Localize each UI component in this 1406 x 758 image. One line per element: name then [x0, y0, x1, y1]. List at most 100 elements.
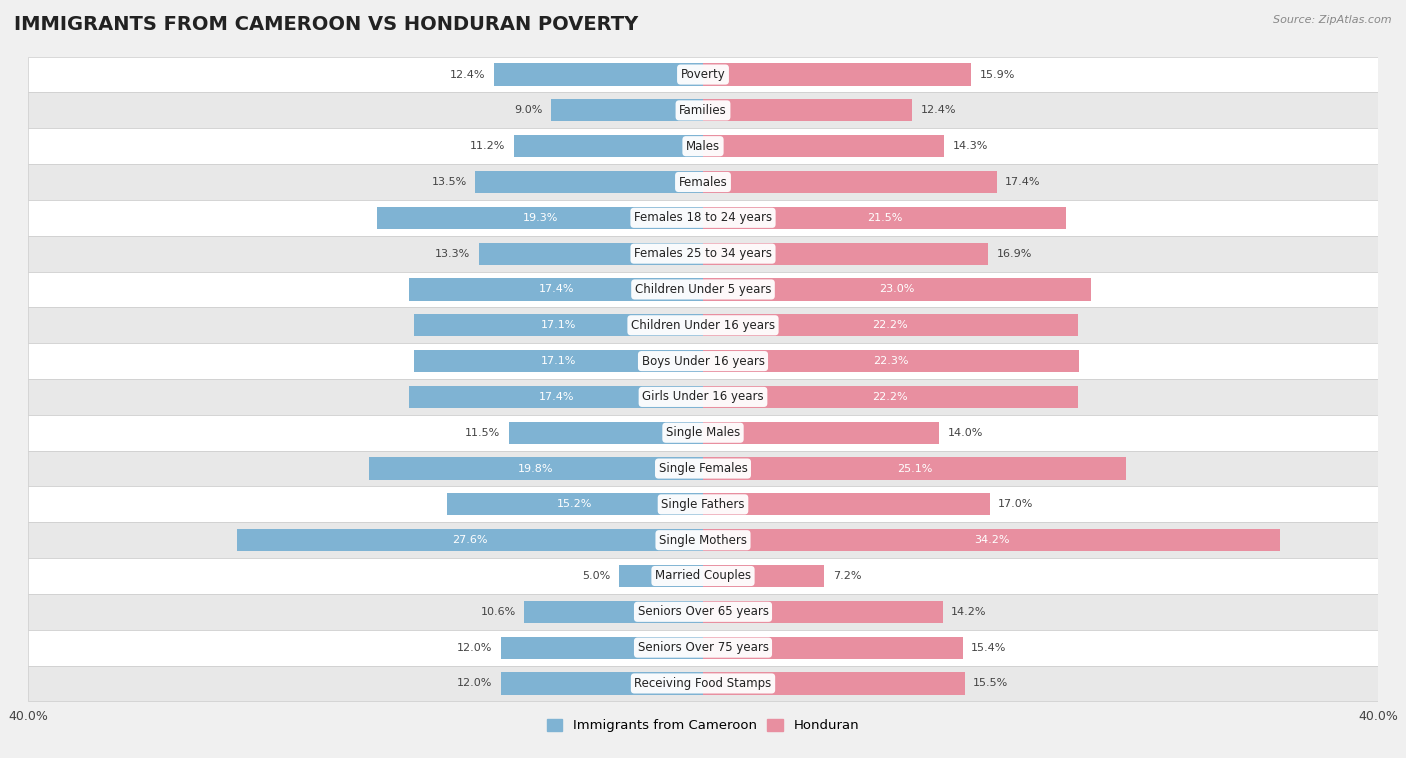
Bar: [703, 64, 972, 86]
Text: 17.4%: 17.4%: [538, 284, 574, 294]
Bar: [501, 672, 703, 694]
Bar: [28, 164, 1378, 200]
Text: 12.4%: 12.4%: [450, 70, 485, 80]
Bar: [703, 171, 997, 193]
Text: 15.4%: 15.4%: [972, 643, 1007, 653]
Text: 10.6%: 10.6%: [481, 607, 516, 617]
Text: Single Males: Single Males: [666, 426, 740, 439]
Text: Seniors Over 65 years: Seniors Over 65 years: [637, 606, 769, 619]
Text: Seniors Over 75 years: Seniors Over 75 years: [637, 641, 769, 654]
Text: 15.5%: 15.5%: [973, 678, 1008, 688]
Bar: [409, 386, 703, 408]
Bar: [28, 487, 1378, 522]
Bar: [28, 92, 1378, 128]
Text: Females 25 to 34 years: Females 25 to 34 years: [634, 247, 772, 260]
Bar: [28, 451, 1378, 487]
Bar: [28, 236, 1378, 271]
Text: 17.4%: 17.4%: [1005, 177, 1040, 187]
Text: 25.1%: 25.1%: [897, 464, 932, 474]
Bar: [703, 421, 939, 444]
Text: Children Under 5 years: Children Under 5 years: [634, 283, 772, 296]
Legend: Immigrants from Cameroon, Honduran: Immigrants from Cameroon, Honduran: [541, 713, 865, 738]
Bar: [524, 600, 703, 623]
Bar: [28, 666, 1378, 701]
Bar: [703, 350, 1080, 372]
Bar: [703, 493, 990, 515]
Text: 14.2%: 14.2%: [950, 607, 987, 617]
Bar: [28, 128, 1378, 164]
Text: Females: Females: [679, 176, 727, 189]
Bar: [703, 278, 1091, 301]
Text: Girls Under 16 years: Girls Under 16 years: [643, 390, 763, 403]
Text: 17.4%: 17.4%: [538, 392, 574, 402]
Bar: [28, 271, 1378, 307]
Text: 14.0%: 14.0%: [948, 428, 983, 437]
Bar: [501, 637, 703, 659]
Text: 19.3%: 19.3%: [523, 213, 558, 223]
Text: 9.0%: 9.0%: [515, 105, 543, 115]
Text: Receiving Food Stamps: Receiving Food Stamps: [634, 677, 772, 690]
Text: 12.4%: 12.4%: [921, 105, 956, 115]
Bar: [703, 529, 1279, 551]
Bar: [703, 565, 824, 587]
Bar: [551, 99, 703, 121]
Bar: [703, 457, 1126, 480]
Text: Poverty: Poverty: [681, 68, 725, 81]
Text: 17.1%: 17.1%: [541, 356, 576, 366]
Text: 12.0%: 12.0%: [457, 678, 492, 688]
Bar: [28, 522, 1378, 558]
Bar: [409, 278, 703, 301]
Bar: [703, 637, 963, 659]
Text: 17.1%: 17.1%: [541, 321, 576, 330]
Bar: [703, 99, 912, 121]
Text: 21.5%: 21.5%: [866, 213, 903, 223]
Text: Source: ZipAtlas.com: Source: ZipAtlas.com: [1274, 15, 1392, 25]
Bar: [28, 57, 1378, 92]
Text: 5.0%: 5.0%: [582, 571, 610, 581]
Bar: [475, 171, 703, 193]
Bar: [28, 307, 1378, 343]
Bar: [377, 207, 703, 229]
Text: Females 18 to 24 years: Females 18 to 24 years: [634, 211, 772, 224]
Text: 13.5%: 13.5%: [432, 177, 467, 187]
Text: 13.3%: 13.3%: [434, 249, 470, 258]
Text: IMMIGRANTS FROM CAMEROON VS HONDURAN POVERTY: IMMIGRANTS FROM CAMEROON VS HONDURAN POV…: [14, 15, 638, 34]
Text: 12.0%: 12.0%: [457, 643, 492, 653]
Text: Married Couples: Married Couples: [655, 569, 751, 582]
Text: 11.2%: 11.2%: [470, 141, 506, 151]
Bar: [28, 415, 1378, 451]
Bar: [415, 314, 703, 337]
Bar: [447, 493, 703, 515]
Bar: [703, 243, 988, 265]
Text: 15.2%: 15.2%: [557, 500, 592, 509]
Bar: [703, 386, 1077, 408]
Bar: [415, 350, 703, 372]
Text: 22.2%: 22.2%: [873, 392, 908, 402]
Text: Single Fathers: Single Fathers: [661, 498, 745, 511]
Bar: [703, 314, 1077, 337]
Text: 17.0%: 17.0%: [998, 500, 1033, 509]
Bar: [478, 243, 703, 265]
Text: 23.0%: 23.0%: [879, 284, 915, 294]
Bar: [509, 421, 703, 444]
Text: 16.9%: 16.9%: [997, 249, 1032, 258]
Bar: [28, 594, 1378, 630]
Text: 14.3%: 14.3%: [953, 141, 988, 151]
Text: 22.3%: 22.3%: [873, 356, 908, 366]
Text: Single Mothers: Single Mothers: [659, 534, 747, 547]
Text: 7.2%: 7.2%: [832, 571, 862, 581]
Text: Males: Males: [686, 139, 720, 152]
Text: Children Under 16 years: Children Under 16 years: [631, 319, 775, 332]
Text: 22.2%: 22.2%: [873, 321, 908, 330]
Text: Boys Under 16 years: Boys Under 16 years: [641, 355, 765, 368]
Text: 15.9%: 15.9%: [980, 70, 1015, 80]
Bar: [238, 529, 703, 551]
Text: 27.6%: 27.6%: [453, 535, 488, 545]
Bar: [703, 135, 945, 158]
Bar: [28, 343, 1378, 379]
Text: Families: Families: [679, 104, 727, 117]
Bar: [703, 600, 942, 623]
Bar: [703, 672, 965, 694]
Text: 34.2%: 34.2%: [974, 535, 1010, 545]
Bar: [619, 565, 703, 587]
